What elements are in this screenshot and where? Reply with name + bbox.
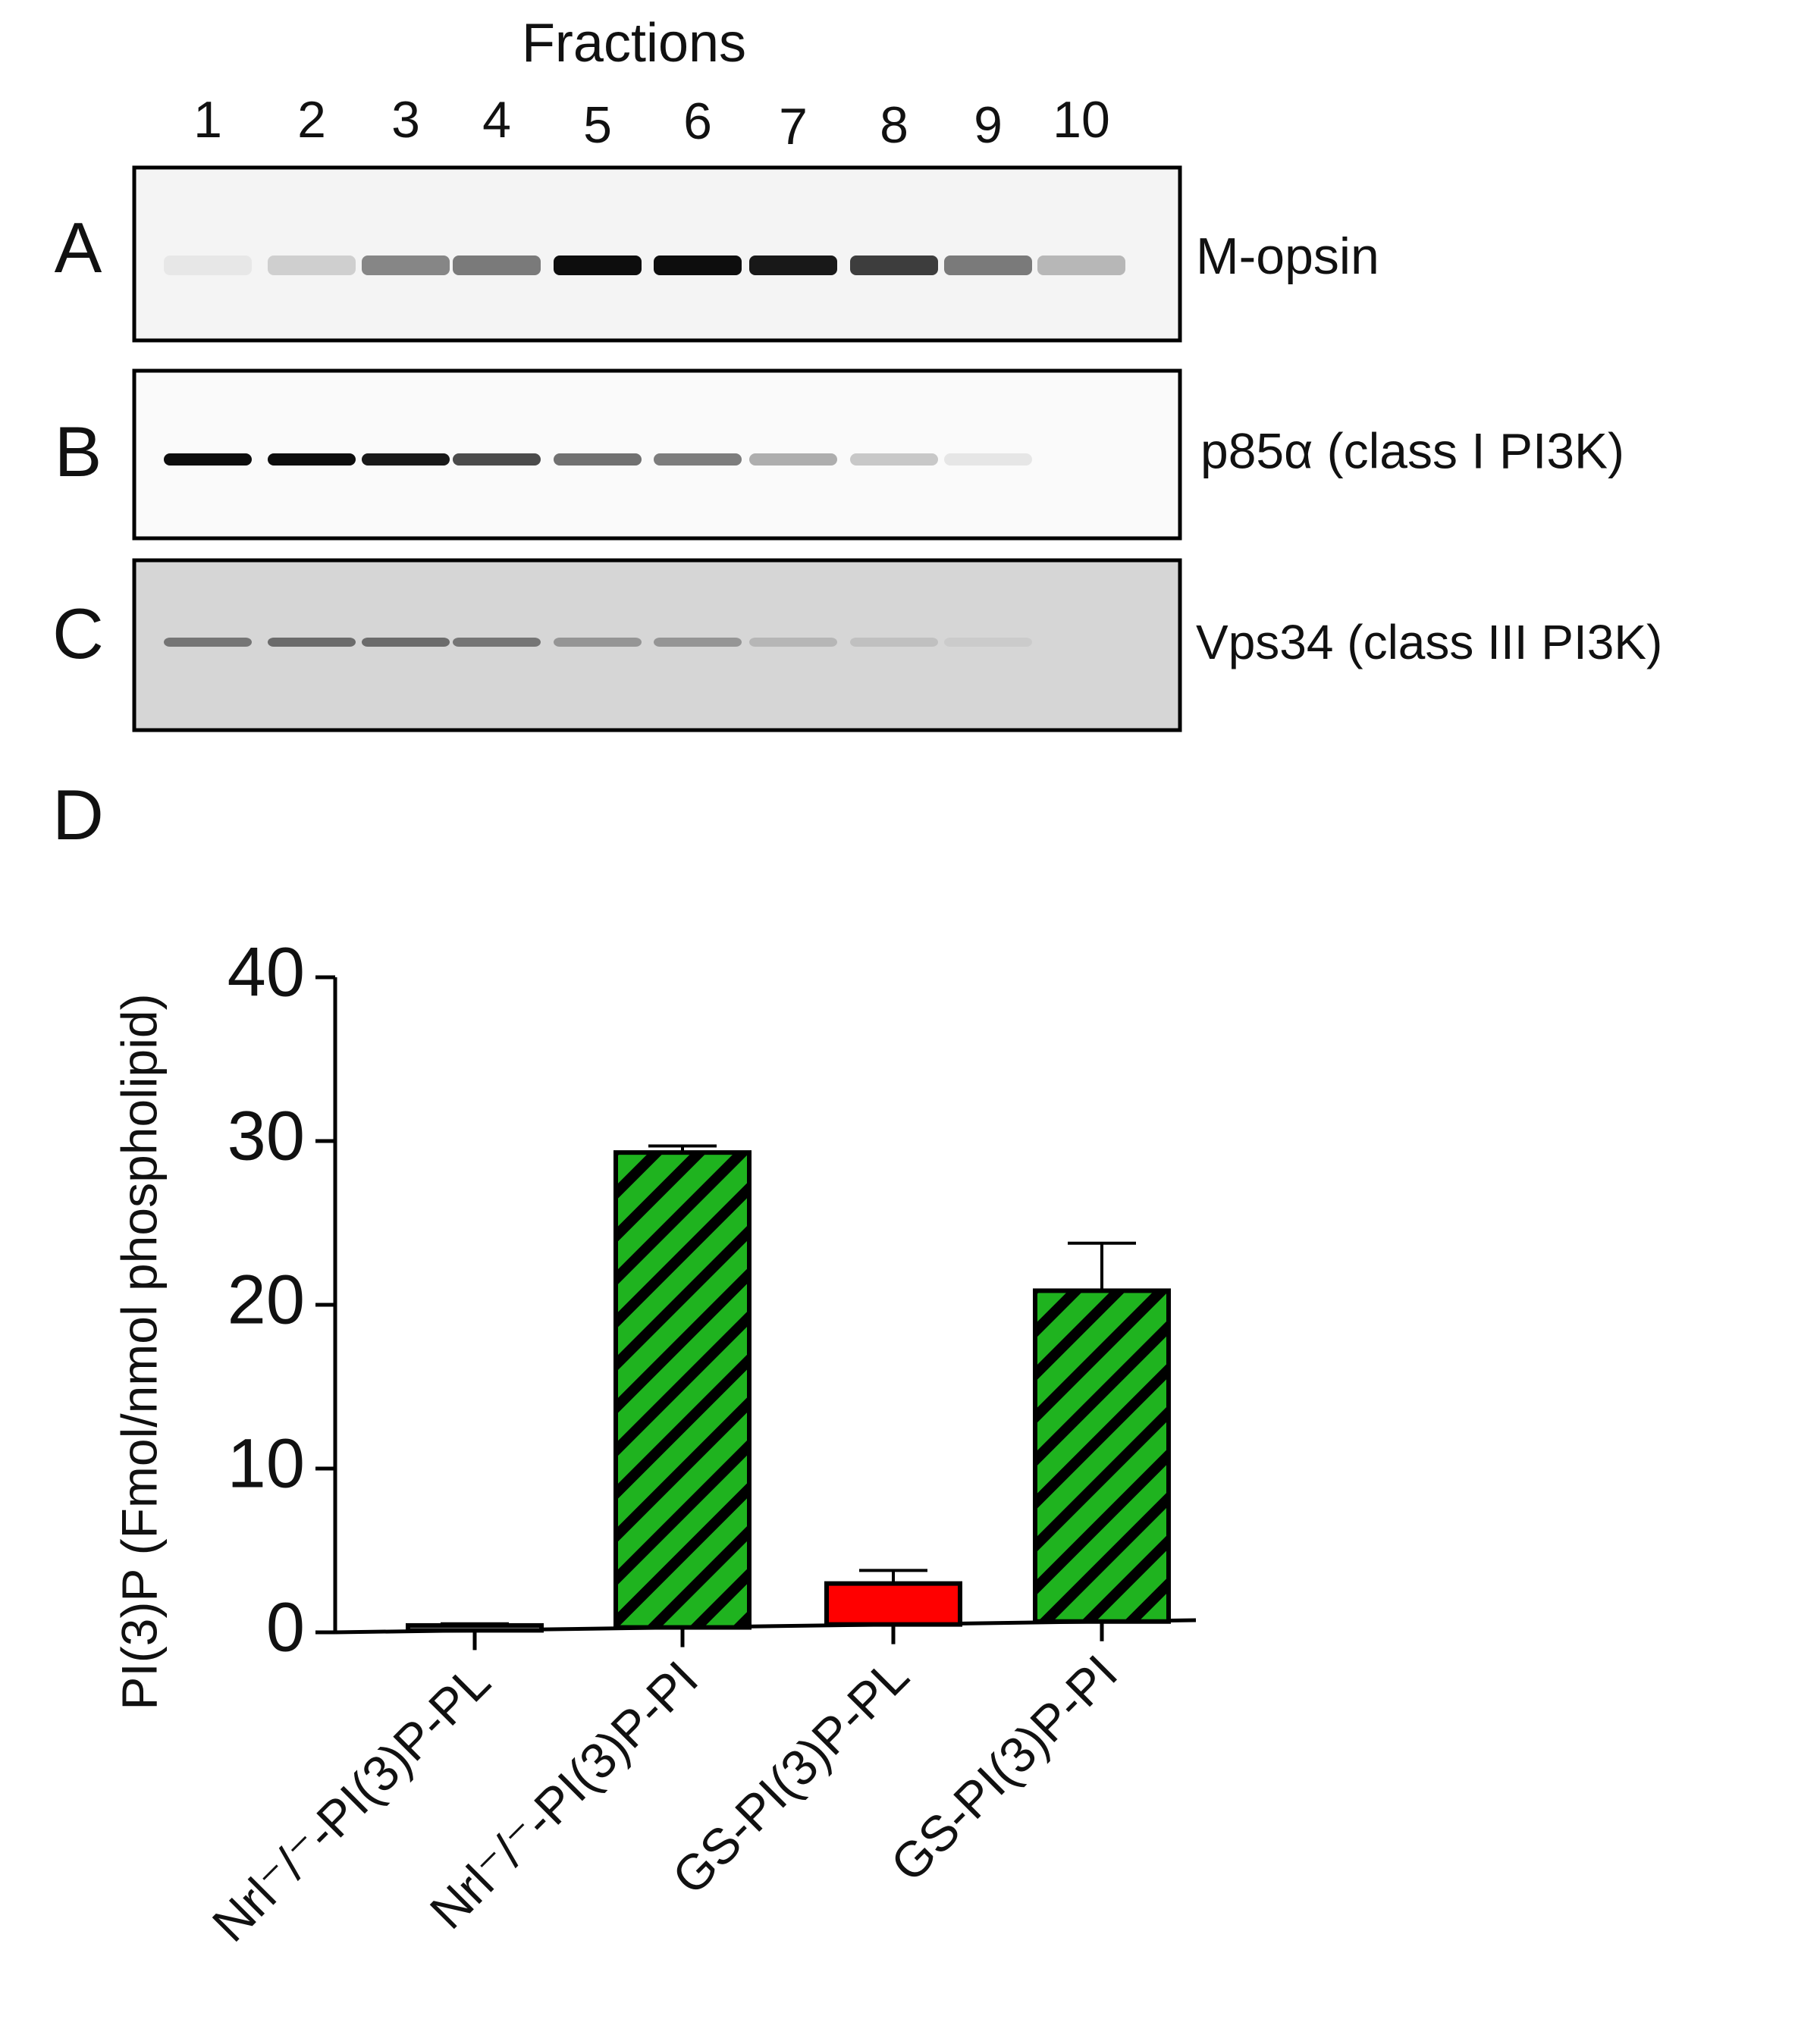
lane-number: 4 — [482, 91, 511, 149]
bar — [1033, 1288, 1171, 1624]
blot-band — [164, 256, 252, 275]
panel-label: B — [55, 412, 102, 491]
panel-label: D — [52, 775, 104, 854]
blot-band — [850, 638, 938, 647]
blot-band — [850, 256, 938, 275]
y-tick-label: 10 — [228, 1425, 305, 1502]
blot-label: M-opsin — [1196, 227, 1379, 285]
blot-band — [453, 638, 541, 647]
lane-number: 10 — [1053, 91, 1110, 149]
blot-label: p85α (class I PI3K) — [1200, 422, 1624, 478]
blot-band — [654, 638, 742, 647]
bar — [824, 1581, 962, 1627]
y-tick-label: 20 — [228, 1261, 305, 1338]
blot-band — [749, 256, 837, 275]
lane-number: 3 — [391, 91, 420, 149]
blot-label: Vps34 (class III PI3K) — [1196, 615, 1662, 669]
blot-band — [453, 453, 541, 466]
lane-number: 2 — [297, 91, 326, 149]
blot-band — [268, 453, 356, 466]
y-tick-label: 0 — [266, 1588, 305, 1666]
blot-band — [1037, 256, 1125, 275]
blot-box — [132, 165, 1182, 343]
x-tick-label: GS-PI(3)P-PI — [880, 1644, 1128, 1892]
blot-band — [164, 638, 252, 647]
blot-band — [362, 453, 450, 466]
blot-band — [749, 638, 837, 647]
blot-band — [164, 453, 252, 466]
blot-band — [654, 453, 742, 466]
blot-band — [362, 256, 450, 275]
lane-number: 5 — [583, 96, 612, 154]
blot-band — [554, 638, 642, 647]
lane-number: 7 — [779, 98, 808, 155]
bar — [613, 1150, 752, 1630]
lane-number: 1 — [193, 91, 222, 149]
blot-band — [944, 638, 1032, 647]
blot-band — [749, 453, 837, 466]
lane-number: 8 — [880, 96, 908, 154]
lane-number: 9 — [974, 96, 1003, 154]
blot-band — [268, 638, 356, 647]
y-tick-label: 30 — [228, 1097, 305, 1174]
blot-band — [268, 256, 356, 275]
lane-number: 6 — [683, 92, 712, 150]
blot-band — [453, 256, 541, 275]
blot-band — [654, 256, 742, 275]
bar — [406, 1622, 544, 1633]
blot-band — [554, 453, 642, 466]
blot-band — [944, 256, 1032, 275]
panel-label: C — [52, 594, 104, 673]
y-axis-label: PI(3)P (Fmol/nmol phospholipid) — [111, 993, 167, 1710]
blot-band — [554, 256, 642, 275]
blot-header: Fractions — [522, 13, 746, 74]
blot-band — [944, 453, 1032, 466]
panel-label: A — [55, 208, 102, 287]
blot-band — [362, 638, 450, 647]
y-tick-label: 40 — [228, 933, 305, 1011]
blot-band — [850, 453, 938, 466]
